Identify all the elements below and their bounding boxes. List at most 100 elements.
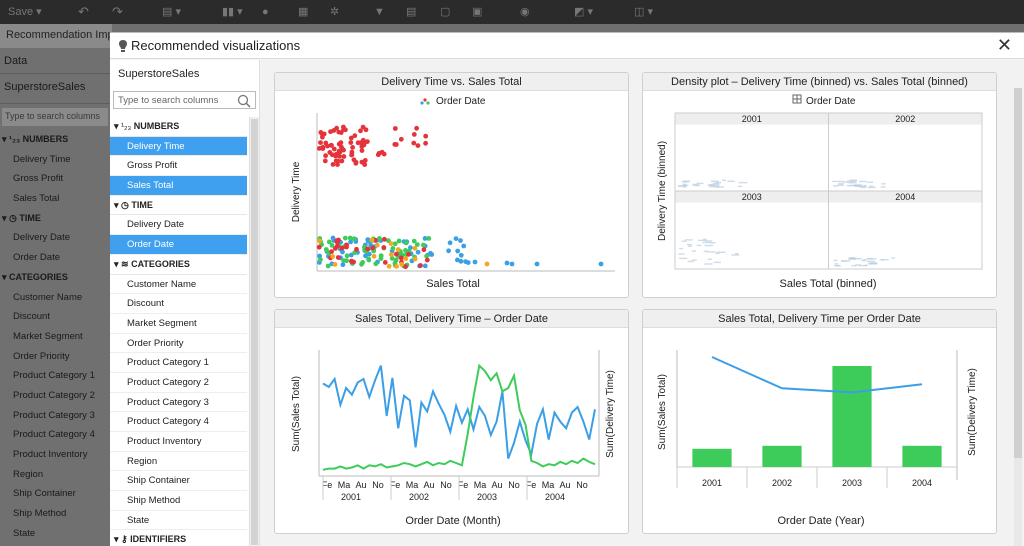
bookmark-icon[interactable]: ▣ [472,6,483,18]
density-cell [703,238,707,241]
save-button[interactable]: Save ▾ [8,6,42,18]
bg-search-input[interactable]: Type to search columns [2,108,108,126]
month-tick: Ma [406,480,419,490]
column-item[interactable]: Product Category 3 [110,393,247,413]
column-list-scrollbar[interactable] [249,117,259,546]
gear-icon[interactable]: ✲ [330,6,340,18]
density-card[interactable]: Density plot – Delivery Time (binned) vs… [642,72,997,298]
column-item[interactable]: Order Date [110,235,247,255]
close-icon[interactable]: ✕ [996,35,1012,55]
bar-title: Sales Total, Delivery Time per Order Dat… [643,310,996,328]
month-tick: Ma [542,480,555,490]
scatter-point [472,259,478,265]
bg-column-item[interactable]: Delivery Date [13,232,71,244]
layout-icon[interactable]: ◫ ▾ [634,6,653,18]
annotation-icon[interactable]: ◩ ▾ [574,6,593,18]
lightbulb-icon[interactable]: ● [262,6,269,18]
section-numbers[interactable]: ▾ ¹₂₃ NUMBERS [110,117,247,137]
bg-column-list: ▾ ¹₂₃ NUMBERS Delivery Time Gross Profit Sa… [0,130,110,543]
search-input[interactable]: Type to search columns [113,91,256,109]
column-item[interactable]: Product Inventory [110,432,247,452]
scatter-point [392,241,398,247]
column-item[interactable]: Product Category 1 [110,353,247,373]
density-cell [682,183,687,185]
scatter-point [355,140,361,146]
doc-tab[interactable]: Recommendation Impact [0,24,112,48]
scatter-point [389,256,395,261]
bg-column-item[interactable]: Region [13,468,44,480]
bg-column-item[interactable]: State [13,527,36,539]
density-cell [722,179,727,181]
section-time[interactable]: ▾ ◷ TIME [110,196,247,216]
column-item[interactable]: Delivery Time [110,136,247,157]
bg-column-item[interactable]: Discount [13,311,50,323]
scatter-card[interactable]: Delivery Time vs. Sales Total Order Date… [274,72,629,298]
column-item[interactable]: State [110,511,247,531]
data-tab[interactable]: Data [0,48,110,74]
column-item[interactable]: Discount [110,294,247,314]
bar-card[interactable]: Sales Total, Delivery Time per Order Dat… [642,309,997,534]
scrollbar-thumb[interactable] [251,119,258,545]
list-icon[interactable]: ▤ [406,6,417,18]
bg-column-item[interactable]: Ship Method [13,508,67,520]
redo-icon[interactable]: ↷ [112,4,123,19]
bar-chart-icon[interactable]: ▮▮ ▾ [222,6,243,18]
column-item[interactable]: Ship Method [110,491,247,511]
undo-icon[interactable]: ↶ [78,4,89,19]
section-time-label: TIME [131,199,153,210]
bg-column-item[interactable]: Product Category 2 [13,389,95,401]
scatter-point [411,238,417,244]
month-tick: Au [559,480,570,490]
column-item[interactable]: Region [110,452,247,472]
filter-icon[interactable]: ▼ [374,6,385,18]
y-axis-label-left: Sum(Sales Total) [291,376,302,452]
section-identifiers[interactable]: ▾ ⚷ IDENTIFIERS [110,530,247,546]
bg-column-item[interactable]: Order Priority [13,350,70,362]
column-item[interactable]: Order Priority [110,334,247,354]
density-cell [706,251,716,253]
column-item[interactable]: Gross Profit [110,156,247,177]
column-item[interactable]: Product Category 4 [110,412,247,432]
bg-column-item[interactable]: Ship Container [13,488,76,500]
table-icon[interactable]: ▤ ▾ [162,6,181,18]
density-cell [711,180,719,182]
bg-section-header[interactable]: ▾ ¹₂₃ NUMBERS [2,134,69,144]
bg-column-item[interactable]: Gross Profit [13,173,64,185]
column-item[interactable]: Ship Container [110,471,247,492]
bg-column-item[interactable]: Product Category 1 [13,370,95,382]
bg-column-item[interactable]: Sales Total [13,193,60,205]
density-cell [715,252,720,254]
line-card[interactable]: Sales Total, Delivery Time – Order Date … [274,309,629,534]
scatter-point [348,140,354,145]
lightbulb-icon [119,40,127,52]
grid-icon[interactable]: ▦ [298,6,309,18]
column-item[interactable]: Customer Name [110,275,247,295]
bg-column-item[interactable]: Delivery Time [13,153,71,165]
scatter-point [370,245,376,251]
column-item[interactable]: Sales Total [110,176,247,196]
bg-column-item[interactable]: Product Inventory [13,449,88,460]
bg-column-item[interactable]: Order Date [13,252,60,264]
column-item[interactable]: Product Category 2 [110,373,247,393]
bg-column-item[interactable]: Product Category 4 [13,429,95,441]
numbers-list: Delivery Time Gross Profit Sales Total [110,136,247,196]
bg-column-item[interactable]: Product Category 3 [13,409,95,421]
scatter-point [335,162,340,167]
column-item[interactable]: Market Segment [110,314,247,334]
main-scrollbar-thumb[interactable] [1014,88,1022,458]
scatter-point [408,245,413,251]
main-scrollbar[interactable] [1014,88,1022,546]
section-categories[interactable]: ▾ ≋ CATEGORIES [110,255,247,275]
comment-icon[interactable]: ◉ [520,6,530,18]
bg-section-header[interactable]: ▾ CATEGORIES [2,271,68,282]
column-item[interactable]: Delivery Date [110,215,247,236]
scatter-point [389,252,394,258]
frame-icon[interactable]: ▢ [440,6,451,18]
bg-column-item[interactable]: Customer Name [13,291,83,303]
scatter-point [422,236,428,241]
scatter-point [366,256,371,262]
bg-column-item[interactable]: Market Segment [13,330,83,342]
bg-section-header[interactable]: ▾ ◷ TIME [2,212,41,223]
bg-datasource[interactable]: SuperstoreSales [0,74,110,104]
density-cell [731,254,740,256]
